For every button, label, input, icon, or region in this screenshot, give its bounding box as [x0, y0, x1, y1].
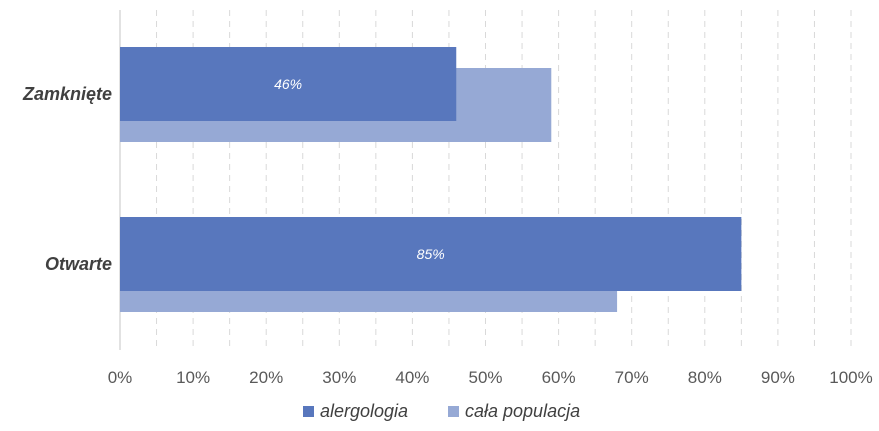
legend-label: alergologia — [320, 401, 408, 421]
x-tick-label: 20% — [249, 368, 283, 387]
data-label: 85% — [417, 246, 445, 262]
legend-label: cała populacja — [465, 401, 580, 421]
legend-swatch — [448, 406, 459, 417]
bar-alergologia-0 — [120, 47, 457, 121]
data-label: 46% — [274, 76, 302, 92]
bar-alergologia-1 — [120, 217, 742, 291]
x-tick-label: 40% — [395, 368, 429, 387]
legend: alergologia cała populacja — [303, 401, 580, 421]
x-tick-label: 80% — [688, 368, 722, 387]
x-tick-label: 90% — [761, 368, 795, 387]
x-tick-label: 60% — [542, 368, 576, 387]
x-tick-label: 70% — [615, 368, 649, 387]
x-axis-ticks: 0% 10% 20% 30% 40% 50% 60% 70% 80% 90% 100% — [108, 368, 873, 387]
x-tick-label: 0% — [108, 368, 133, 387]
x-tick-label: 50% — [468, 368, 502, 387]
bars: 46% Zamknięte 85% Otwarte — [22, 47, 742, 312]
x-tick-label: 100% — [829, 368, 872, 387]
x-tick-label: 30% — [322, 368, 356, 387]
category-label: Otwarte — [45, 254, 112, 274]
legend-swatch — [303, 406, 314, 417]
category-label: Zamknięte — [22, 84, 112, 104]
x-tick-label: 10% — [176, 368, 210, 387]
